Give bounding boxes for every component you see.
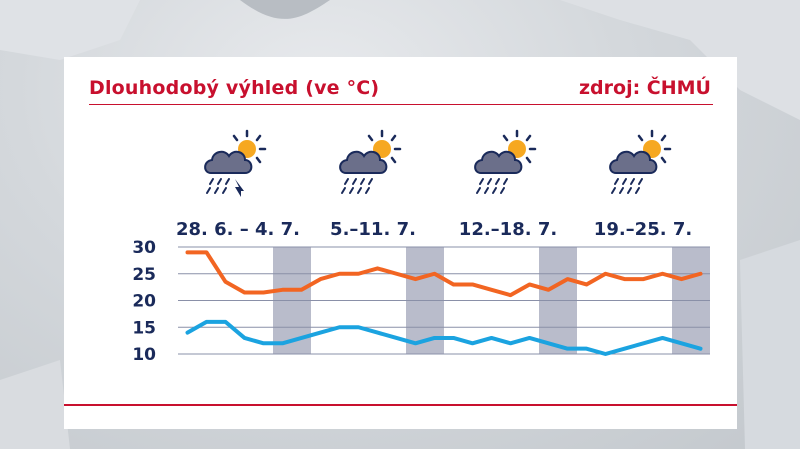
page-title: Dlouhodobý výhled (ve °C) xyxy=(89,77,380,99)
y-tick-label: 10 xyxy=(132,345,156,365)
y-tick-label: 25 xyxy=(132,265,156,285)
title-divider xyxy=(89,104,713,105)
bottom-divider xyxy=(64,404,737,406)
source-label: zdroj: ČHMÚ xyxy=(579,77,711,99)
cloud-sun-rain-storm-icon xyxy=(204,129,267,197)
cloud-sun-rain-icon xyxy=(609,129,672,194)
y-tick-label: 20 xyxy=(132,292,156,312)
min-temperature-line xyxy=(185,319,703,356)
y-tick-label: 15 xyxy=(132,318,156,338)
cloud-sun-rain-icon xyxy=(474,129,537,194)
temperature-chart: 30 25 20 15 10 xyxy=(132,238,710,365)
week-label-1: 28. 6. – 4. 7. xyxy=(175,219,301,240)
cloud-sun-rain-icon xyxy=(339,129,402,194)
week-label-2: 5.–11. 7. xyxy=(330,219,416,240)
forecast-panel: Dlouhodobý výhled (ve °C) zdroj: ČHMÚ xyxy=(64,57,737,429)
max-temperature-line xyxy=(185,250,703,298)
week-label-4: 19.–25. 7. xyxy=(593,219,693,240)
y-tick-label: 30 xyxy=(132,238,156,258)
week-label-3: 12.–18. 7. xyxy=(458,219,558,240)
